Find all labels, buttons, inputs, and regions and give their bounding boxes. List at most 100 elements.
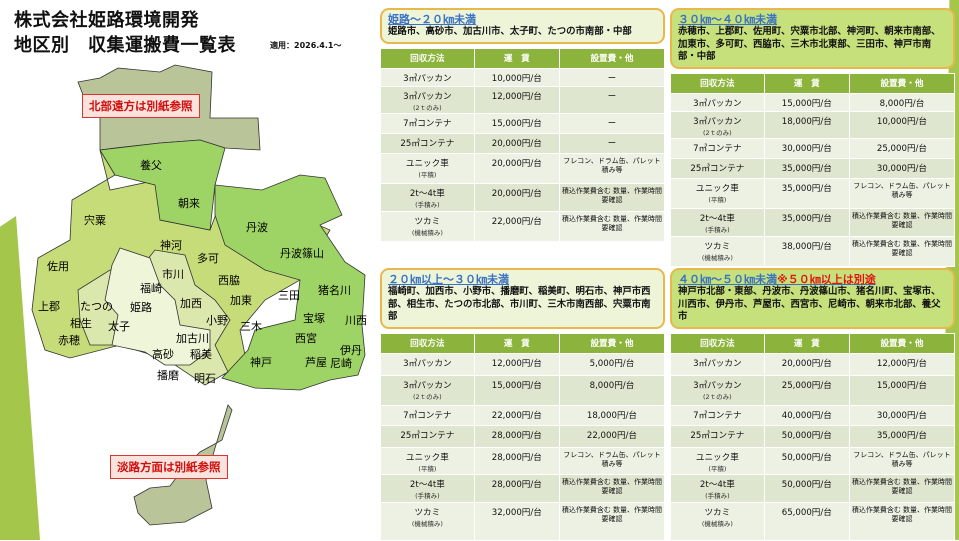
method: 3㎥パッカン (693, 98, 742, 109)
map-label: 丹波 (246, 221, 268, 234)
fare-cell: 28,000円/台 (473, 473, 560, 503)
method: 3㎥パッカン (403, 380, 452, 391)
setup-fee-cell: 8,000円/台 (558, 374, 666, 406)
table-row: 7㎥コンテナ 15,000円/台 ー (380, 112, 666, 134)
map-label: 多可 (197, 251, 219, 265)
zone-distance: ２０㎞以上～３０㎞未満 (388, 273, 509, 286)
company-name: 株式会社姫路環境開発 (14, 10, 199, 31)
method-note: (機械積み) (411, 519, 443, 528)
column-header: 運 賃 (473, 332, 560, 354)
map-label: 加古川 (176, 332, 209, 345)
map-label: 相生 (70, 316, 92, 330)
table-row: 7㎥コンテナ 30,000円/台 25,000円/台 (670, 137, 956, 159)
fare-cell: 12,000円/台 (473, 352, 560, 376)
setup-fee-cell: 22,000円/台 (558, 424, 666, 448)
fare-cell: 12,000円/台 (473, 85, 560, 114)
method-cell: ツカミ (機械積み) (670, 235, 765, 267)
map-label: 三木 (240, 320, 262, 333)
map-label: 西脇 (218, 274, 240, 287)
map-region-zone0-20 (104, 247, 211, 366)
method: ユニック車 (405, 452, 449, 463)
price-table: 回収方法運 賃設置費・他 3㎥パッカン 15,000円/台 8,000円/台 3… (670, 72, 956, 267)
map-label: 三田 (278, 289, 300, 302)
fare-cell: 35,000円/台 (763, 157, 850, 179)
table-row: 2t～4t車 (手積み) 28,000円/台 積込作業費含む 数量、作業時間要確認 (380, 473, 666, 503)
awaji-note: 淡路方面は別紙参照 (110, 455, 228, 479)
setup-fee-cell: 18,000円/台 (558, 404, 666, 426)
table-row: 25㎥コンテナ 35,000円/台 30,000円/台 (670, 157, 956, 179)
method-note: (平積) (708, 464, 727, 473)
map-label: 市川 (162, 267, 184, 281)
method-cell: ツカミ (機械積み) (670, 501, 765, 541)
method-cell: ツカミ (機械積み) (380, 210, 475, 242)
map-label: 養父 (140, 158, 162, 172)
table-row: 3㎥パッカン 20,000円/台 12,000円/台 (670, 352, 956, 376)
map-label: 播磨 (157, 368, 179, 382)
table-row: 7㎥コンテナ 22,000円/台 18,000円/台 (380, 404, 666, 426)
zone-areas: 姫路市、高砂市、加古川市、太子町、たつの市南部・中部 (388, 26, 632, 37)
table-row: 3㎥パッカン 12,000円/台 5,000円/台 (380, 352, 666, 376)
panel-30-40km: ３０㎞～４０㎞未満 赤穂市、上郡町、佐用町、宍粟市北部、神河町、朝来市南部、加東… (670, 8, 956, 267)
map-label: 朝来 (178, 197, 200, 210)
method-cell: 3㎥パッカン (670, 92, 765, 112)
fare-cell: 22,000円/台 (473, 404, 560, 426)
setup-fee-cell: 10,000円/台 (848, 110, 956, 139)
table-row: 3㎥パッカン (2ｔのみ) 15,000円/台 8,000円/台 (380, 374, 666, 406)
zone-distance-note: ※５０㎞以上は別途 (777, 273, 876, 286)
fare-cell: 40,000円/台 (763, 404, 850, 426)
map-label: 神河 (160, 238, 182, 252)
column-header: 回収方法 (670, 72, 765, 94)
method: 2t～4t車 (409, 188, 445, 199)
setup-fee-cell: フレコン、ドラム缶、パレット積み等 (848, 177, 956, 209)
method-cell: ユニック車 (平積) (670, 446, 765, 475)
table-row: ユニック車 (平積) 50,000円/台 フレコン、ドラム缶、パレット積み等 (670, 446, 956, 475)
method-cell: 2t～4t車 (手積み) (670, 207, 765, 237)
method: 7㎥コンテナ (403, 410, 452, 421)
method-note: (平積) (708, 195, 727, 204)
table-header-row: 回収方法運 賃設置費・他 (380, 47, 666, 69)
zone-heading: ２０㎞以上～３０㎞未満 (388, 273, 657, 286)
setup-fee-cell: 25,000円/台 (848, 137, 956, 159)
method-cell: 7㎥コンテナ (380, 404, 475, 426)
fare-cell: 30,000円/台 (763, 137, 850, 159)
method-cell: 2t～4t車 (手積み) (670, 473, 765, 503)
table-row: 25㎥コンテナ 50,000円/台 35,000円/台 (670, 424, 956, 448)
fare-cell: 20,000円/台 (473, 132, 560, 154)
map-label: 姫路 (130, 300, 152, 314)
method: ツカミ (414, 507, 441, 518)
table-header-row: 回収方法運 賃設置費・他 (380, 332, 666, 354)
setup-fee-cell: 30,000円/台 (848, 404, 956, 426)
zone-heading: ３０㎞～４０㎞未満 (678, 13, 947, 26)
method-note: (2ｔのみ) (413, 103, 442, 112)
table-row: 2t～4t車 (手積み) 35,000円/台 積込作業費含む 数量、作業時間要確認 (670, 207, 956, 237)
price-table: 回収方法運 賃設置費・他 3㎥パッカン 12,000円/台 5,000円/台 3… (380, 332, 666, 541)
method: 3㎥パッカン (693, 358, 742, 369)
method-cell: 7㎥コンテナ (670, 137, 765, 159)
method-note: (手積み) (705, 491, 730, 500)
fare-cell: 20,000円/台 (473, 182, 560, 212)
map-label: 神戸 (250, 355, 272, 369)
method-cell: 25㎥コンテナ (380, 132, 475, 154)
method: 7㎥コンテナ (693, 143, 742, 154)
fare-cell: 28,000円/台 (473, 424, 560, 448)
method: 2t～4t車 (699, 479, 735, 490)
setup-fee-cell: 35,000円/台 (848, 424, 956, 448)
column-header: 設置費・他 (558, 47, 666, 69)
method: ツカミ (704, 507, 731, 518)
method: 7㎥コンテナ (693, 410, 742, 421)
method: 2t～4t車 (699, 213, 735, 224)
map-label: 上郡 (38, 300, 60, 313)
zone-distance: ４０㎞～５０㎞未満 (678, 273, 777, 286)
zone-areas: 赤穂市、上郡町、佐用町、宍粟市北部、神河町、朝来市南部、加東市、多可町、西脇市、… (678, 26, 941, 62)
setup-fee-cell: 15,000円/台 (848, 374, 956, 406)
method: 3㎥パッカン (693, 116, 742, 127)
fare-cell: 20,000円/台 (763, 352, 850, 376)
fare-cell: 35,000円/台 (763, 177, 850, 209)
method-cell: 3㎥パッカン (670, 352, 765, 376)
method: ユニック車 (695, 452, 739, 463)
zone-areas: 神戸市北部・東部、丹波市、丹波篠山市、猪名川町、宝塚市、川西市、伊丹市、芦屋市、… (678, 286, 941, 322)
method-note: (機械積み) (701, 519, 733, 528)
panel-40-50km: ４０㎞～５０㎞未満※５０㎞以上は別途 神戸市北部・東部、丹波市、丹波篠山市、猪名… (670, 268, 956, 541)
panel-0-20km: 姫路～２０㎞未満 姫路市、高砂市、加古川市、太子町、たつの市南部・中部 回収方法… (380, 8, 666, 242)
method-cell: 7㎥コンテナ (380, 112, 475, 134)
